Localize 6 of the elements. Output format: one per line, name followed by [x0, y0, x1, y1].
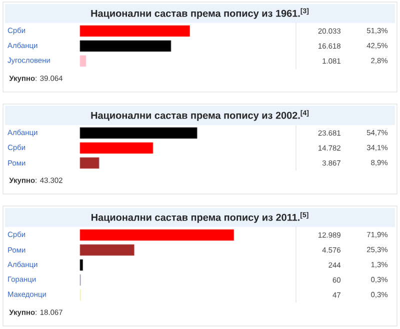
bar: [80, 244, 134, 256]
chart-title: Национални састав према попису из 2011.$^{[5]}$: [92, 212, 308, 223]
bar: [80, 229, 234, 241]
chart-title: Национални састав према попису из 2002.$^{[4]}$: [91, 110, 309, 121]
bar: [80, 259, 83, 271]
chart-title: Национални састав према попису из 1961.$^{[3]}$: [91, 8, 309, 19]
